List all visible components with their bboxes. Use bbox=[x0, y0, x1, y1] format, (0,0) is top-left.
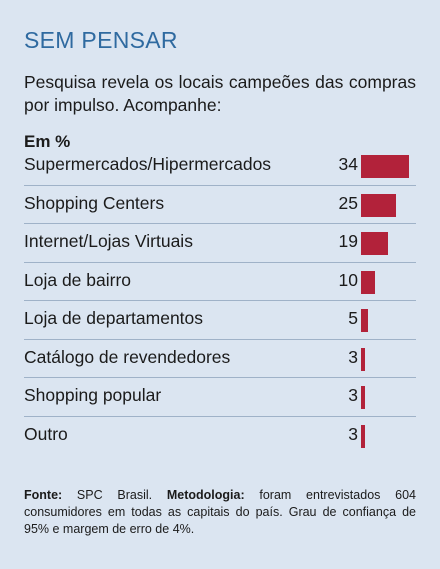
value-label: 3 bbox=[348, 346, 358, 367]
value-label: 5 bbox=[348, 308, 358, 328]
value-label: 34 bbox=[338, 154, 358, 174]
bar bbox=[361, 270, 376, 294]
category-label: Loja de bairro bbox=[24, 269, 132, 290]
category-label: Outro bbox=[24, 423, 68, 444]
bar bbox=[361, 386, 366, 409]
unit-label: Em % bbox=[24, 132, 71, 151]
row-divider bbox=[24, 223, 416, 224]
bar-chart: Supermercados/Hipermercados 34 Shopping Ce… bbox=[0, 146, 440, 461]
row-divider bbox=[24, 338, 416, 340]
source-label: Fonte: bbox=[24, 488, 63, 502]
bar bbox=[361, 424, 366, 448]
chart-row: Loja de bairro 10 bbox=[24, 261, 416, 300]
category-label: Internet/Lojas Virtuais bbox=[24, 231, 193, 251]
category-label: Shopping popular bbox=[24, 385, 162, 405]
method-text: foram entrevistados 604 consumidores em … bbox=[24, 488, 416, 536]
bar bbox=[361, 309, 369, 332]
row-divider bbox=[24, 415, 416, 417]
value-label: 3 bbox=[348, 385, 358, 405]
bar bbox=[361, 232, 388, 255]
chart-subtitle: Pesquisa revela os locais campeões das c… bbox=[24, 72, 416, 115]
bar bbox=[361, 155, 409, 178]
category-label: Loja de departamentos bbox=[24, 308, 204, 328]
category-label: Shopping Centers bbox=[24, 192, 165, 213]
row-divider bbox=[24, 184, 416, 186]
bar bbox=[361, 347, 366, 371]
footer-note: Fonte: SPC Brasil. Metodologia: foram en… bbox=[24, 487, 416, 538]
row-divider bbox=[24, 261, 416, 263]
chart-title: SEM PENSAR bbox=[24, 27, 178, 53]
value-label: 10 bbox=[338, 269, 358, 290]
row-divider bbox=[24, 377, 416, 378]
chart-row: Loja de departamentos 5 bbox=[24, 300, 416, 338]
chart-row: Internet/Lojas Virtuais 19 bbox=[24, 223, 416, 261]
method-label: Metodologia: bbox=[166, 488, 245, 502]
chart-row: Outro 3 bbox=[24, 415, 416, 454]
chart-row: Shopping popular 3 bbox=[24, 377, 416, 415]
value-label: 19 bbox=[338, 231, 358, 251]
chart-row: Catálogo de revendedores 3 bbox=[24, 338, 416, 377]
bar bbox=[361, 193, 397, 217]
source-text: SPC Brasil. bbox=[62, 488, 167, 502]
value-label: 3 bbox=[348, 423, 358, 444]
value-label: 25 bbox=[338, 192, 358, 213]
category-label: Catálogo de revendedores bbox=[24, 346, 231, 367]
category-label: Supermercados/Hipermercados bbox=[24, 154, 272, 174]
chart-row: Shopping Centers 25 bbox=[24, 184, 416, 223]
row-divider bbox=[24, 300, 416, 301]
chart-row: Supermercados/Hipermercados 34 bbox=[24, 146, 416, 184]
